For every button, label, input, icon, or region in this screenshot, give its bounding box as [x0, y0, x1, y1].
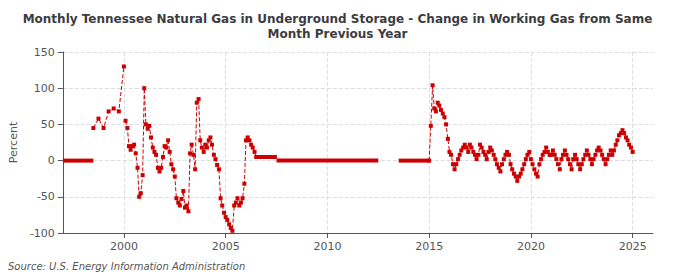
svg-text:2000: 2000: [110, 240, 138, 253]
svg-text:2005: 2005: [212, 240, 240, 253]
svg-text:Percent: Percent: [7, 121, 20, 163]
svg-text:2010: 2010: [313, 240, 341, 253]
svg-text:Source: U.S. Energy Informatio: Source: U.S. Energy Information Administ…: [8, 261, 245, 272]
svg-text:0: 0: [48, 154, 55, 167]
svg-text:50: 50: [41, 118, 55, 131]
svg-text:Monthly Tennessee Natural Gas: Monthly Tennessee Natural Gas in Undergr…: [23, 12, 653, 26]
svg-text:-50: -50: [37, 190, 55, 203]
svg-text:2020: 2020: [517, 240, 545, 253]
svg-text:100: 100: [34, 82, 55, 95]
svg-text:150: 150: [34, 46, 55, 59]
svg-text:-100: -100: [30, 227, 55, 240]
svg-text:2025: 2025: [619, 240, 647, 253]
svg-text:2015: 2015: [415, 240, 443, 253]
svg-text:Month Previous Year: Month Previous Year: [268, 27, 408, 41]
